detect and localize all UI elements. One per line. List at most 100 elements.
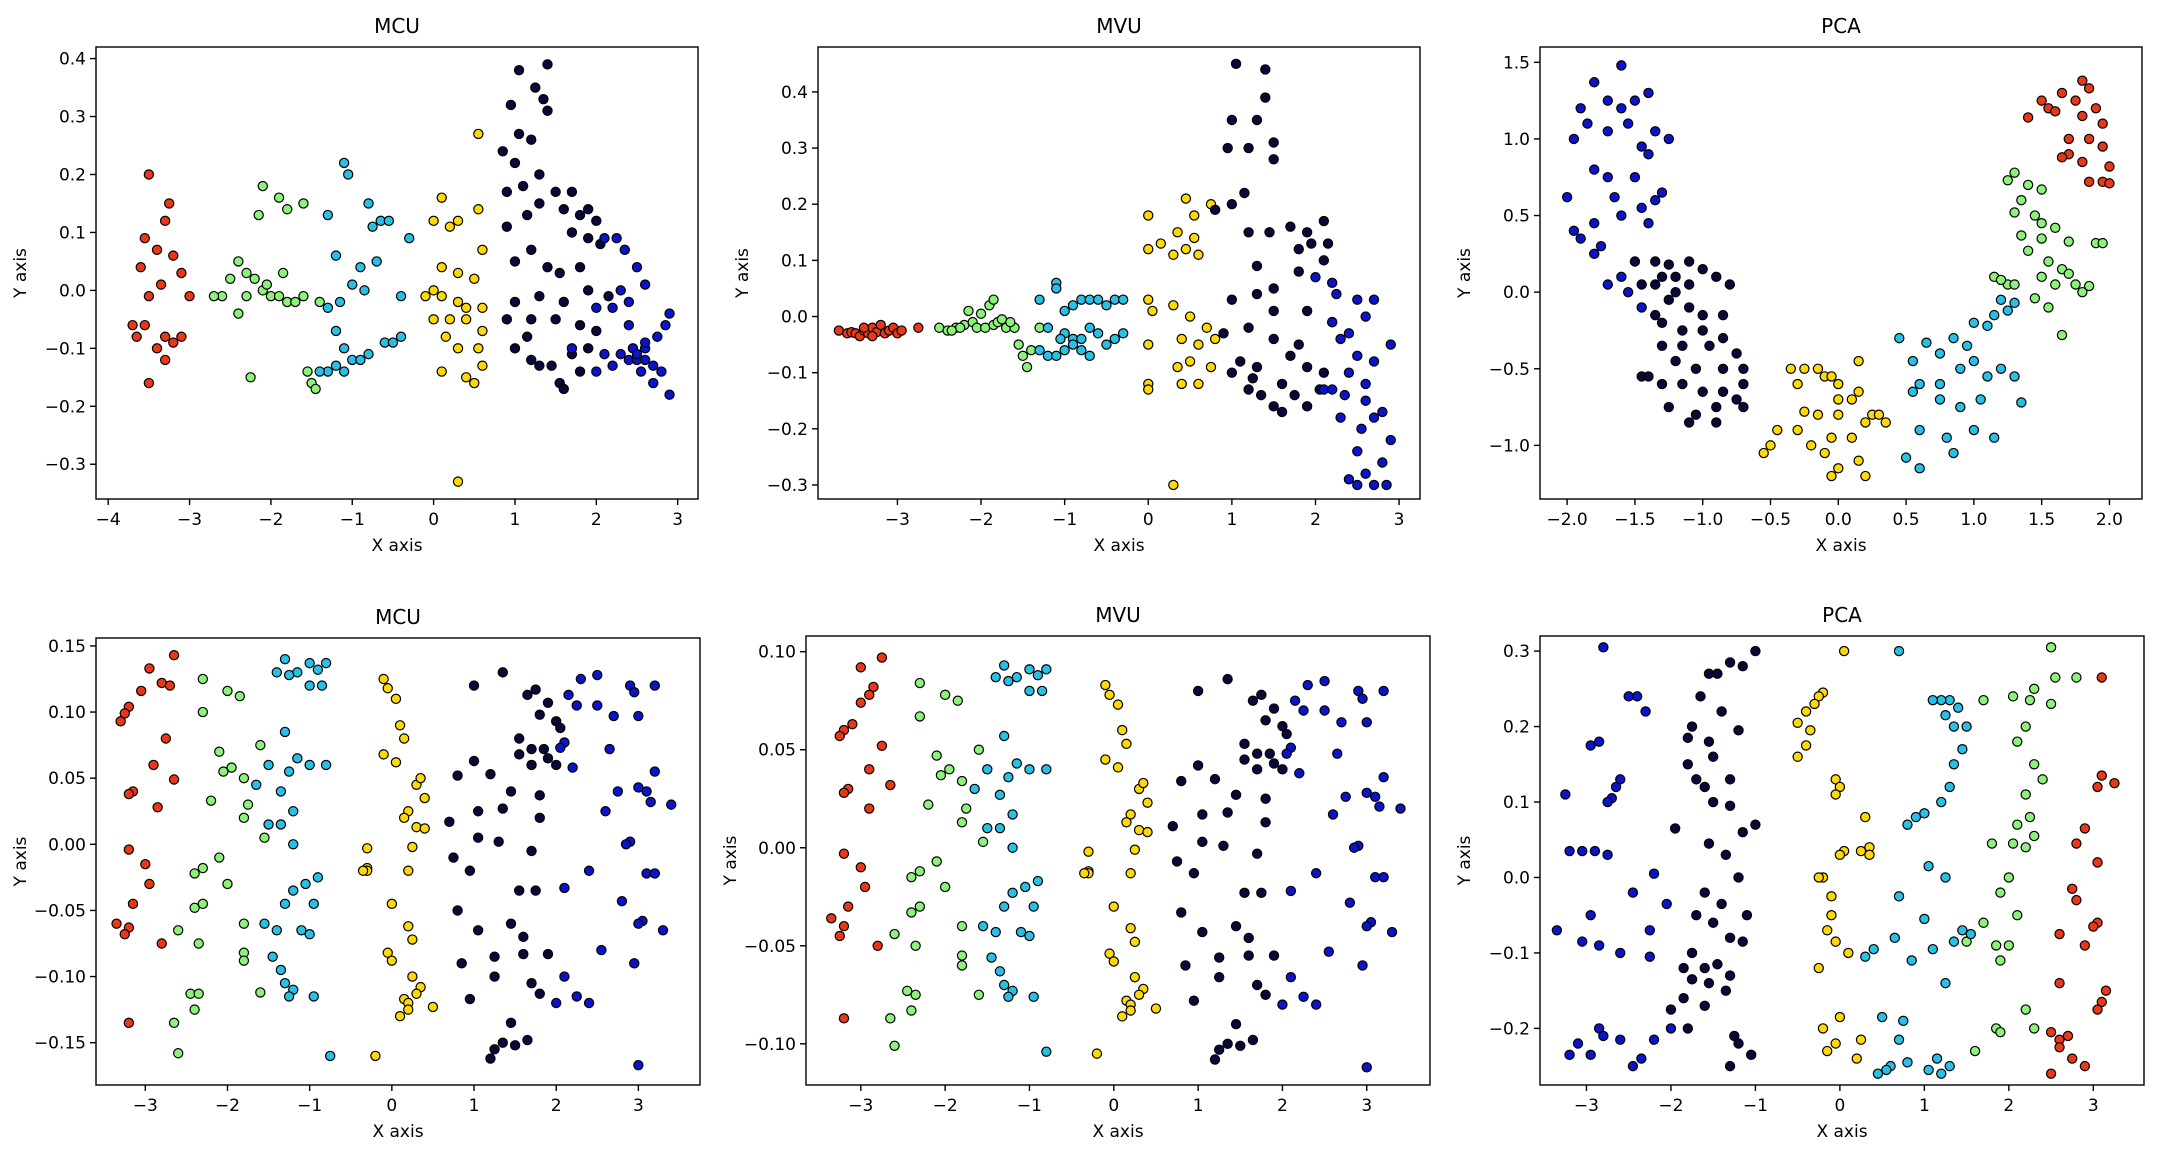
data-point [1864,849,1875,861]
data-point [1084,322,1095,333]
data-point [460,314,472,325]
data-point [1644,925,1656,936]
data-point [1301,305,1313,317]
data-point [1683,279,1695,290]
data-point [1969,1045,1981,1057]
data-point [575,673,587,685]
data-point [1650,126,1661,137]
data-point [615,348,626,360]
data-point [140,858,151,870]
data-point [1143,294,1154,305]
data-point [390,757,402,768]
data-point [1327,809,1339,820]
data-point [2066,883,2078,894]
data-point [1907,355,1919,367]
data-point [403,921,414,932]
data-point [359,285,370,296]
data-point [1226,199,1238,210]
data-point [226,762,237,773]
data-point [288,839,299,850]
data-point [1298,705,1309,716]
data-point [998,979,1010,991]
data-point [522,1034,533,1046]
data-point [407,934,418,945]
data-point [1826,371,1837,382]
data-point [842,901,854,912]
data-point [1360,311,1371,322]
data-point [398,733,410,744]
data-point [1226,294,1238,305]
data-point [608,710,619,722]
data-point [1741,910,1753,921]
data-point [1733,872,1744,883]
data-point [1623,691,1634,702]
data-point [910,989,921,1001]
data-point [574,319,586,331]
data-point [514,885,525,896]
data-point [371,256,382,267]
data-point [2083,176,2095,188]
data-point [1697,386,1708,397]
data-point [2097,237,2108,249]
data-point [238,955,250,966]
series-cyan [1860,645,1977,1079]
data-point [505,918,517,929]
data-point [1133,824,1145,836]
data-point [1860,417,1871,428]
chart-5: MVU −3 −2 −1 0 1 2 3 −0.10 −0.05 0.00 0.05 0.10 X axi… [721,603,1431,1142]
data-point [1731,348,1742,359]
data-point [1209,773,1221,785]
data-point [444,314,456,325]
data-point [1944,1060,1955,1072]
data-point [1873,409,1885,420]
data-point [1356,423,1367,435]
data-point [193,988,204,999]
data-point [370,1050,381,1062]
data-point [1172,361,1183,373]
data-point [1143,243,1154,255]
series-red [2022,75,2115,189]
data-point [558,204,569,215]
data-point [501,221,513,232]
data-point [1894,332,1905,344]
data-point [1724,279,1736,290]
data-point [1193,339,1204,350]
x-tick-label: 3 [1394,510,1405,530]
data-point [631,262,643,273]
data-point [1636,1053,1647,1064]
data-point [526,759,537,771]
data-point [1368,479,1380,491]
data-point [255,987,266,998]
y-tick-label: 0.2 [781,195,808,215]
data-point [1914,463,1925,474]
data-point [604,743,615,755]
data-point [1277,999,1288,1010]
data-point [1028,991,1039,1002]
x-tick-label: −2.0 [1546,510,1587,530]
y-tick-label: 0.1 [781,251,808,271]
data-point [1919,808,1930,819]
data-point [419,823,430,834]
data-point [279,653,291,665]
data-point [395,290,407,302]
data-point [1785,363,1797,374]
x-tick-label: 1 [469,1096,480,1116]
data-point [591,302,602,313]
data-point [1251,361,1263,373]
data-point [448,852,459,863]
data-point [1629,95,1641,106]
data-point [1101,339,1112,350]
data-point [1602,849,1613,861]
data-point [1092,294,1104,305]
data-point [1564,845,1575,857]
data-point [1697,325,1708,336]
data-point [1235,1040,1246,1051]
data-point [1602,796,1613,808]
data-point [1100,754,1111,765]
data-point [1995,363,2007,374]
data-point [1007,842,1018,853]
data-point [1209,333,1221,345]
data-point [2063,133,2074,145]
data-point [1150,1003,1162,1014]
data-point [2056,87,2068,99]
